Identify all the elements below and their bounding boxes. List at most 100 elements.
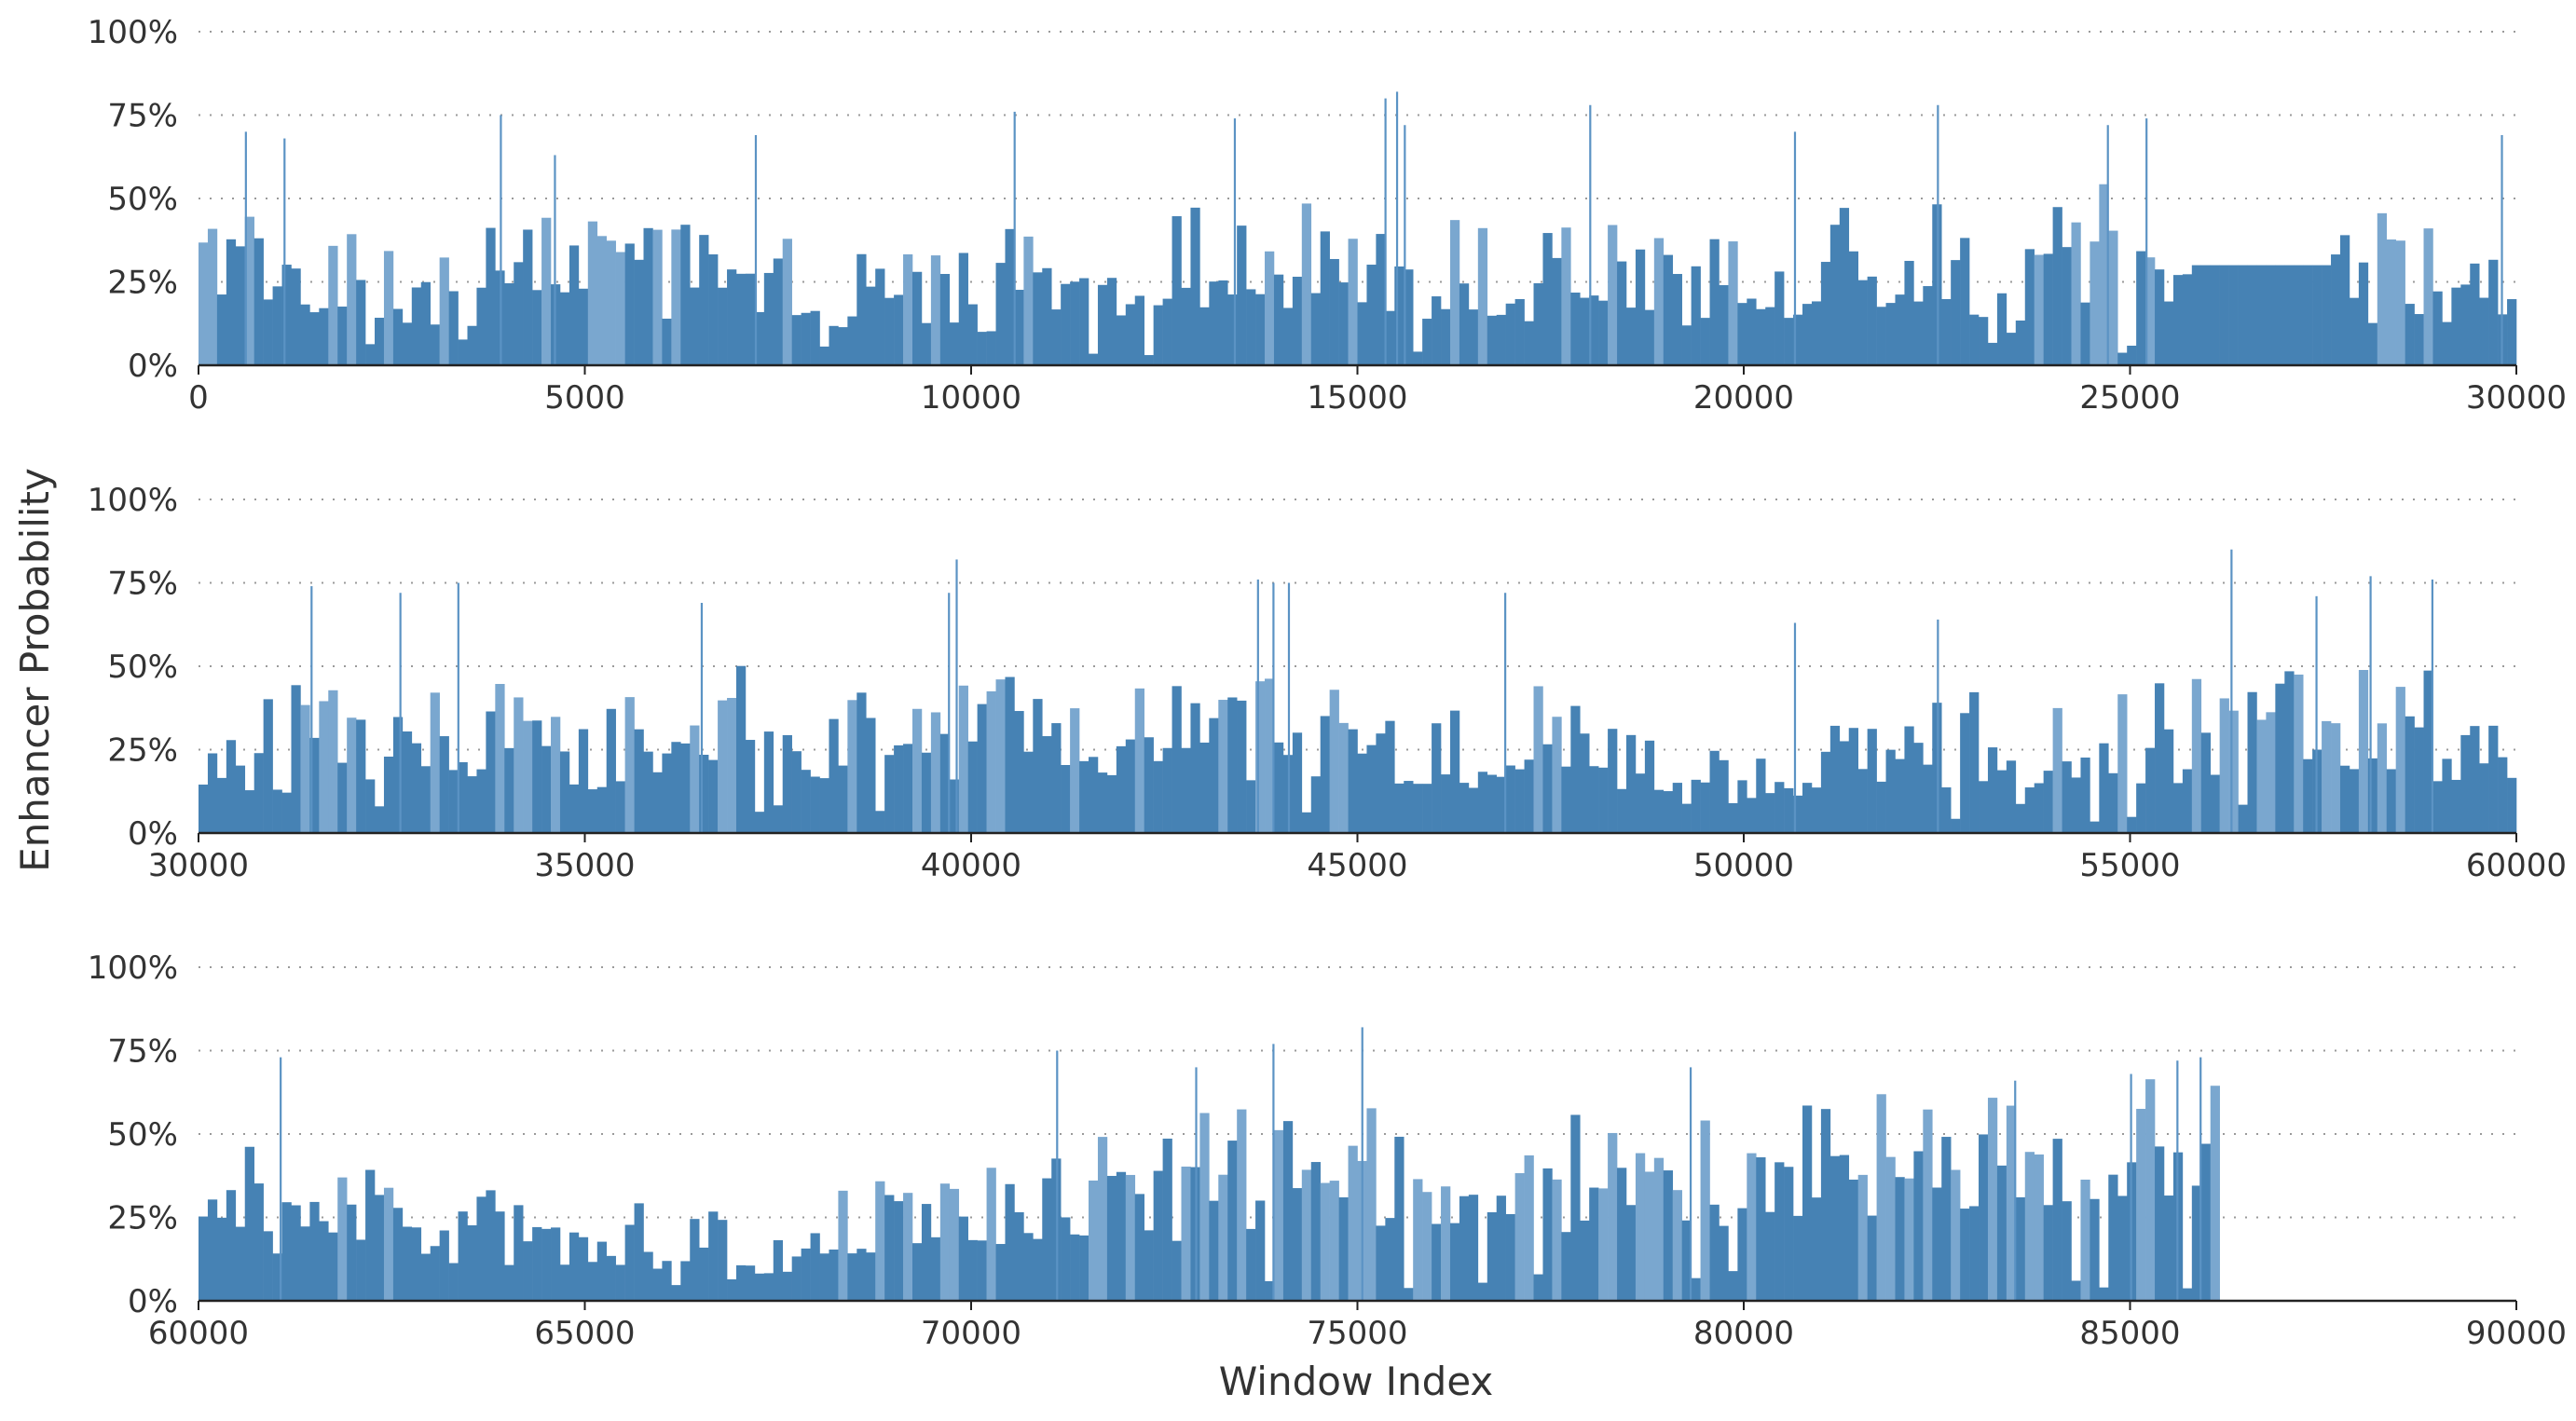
bar — [291, 268, 301, 365]
bar — [411, 1227, 422, 1301]
bar — [1051, 723, 1062, 833]
bar — [699, 235, 709, 365]
peak-bar — [244, 131, 247, 365]
peak-bar — [2369, 576, 2372, 833]
bar — [1969, 1206, 1980, 1301]
bar — [1292, 1188, 1303, 1301]
bar — [420, 1253, 431, 1301]
bar — [1227, 1141, 1238, 1301]
bar — [1644, 740, 1655, 833]
bar — [2423, 228, 2433, 365]
bar — [1487, 1211, 1498, 1301]
bar — [1496, 1196, 1506, 1301]
bar — [1570, 292, 1581, 365]
bar — [199, 785, 209, 833]
bar — [2071, 777, 2081, 833]
bar — [2395, 240, 2405, 365]
bar — [1376, 234, 1386, 365]
bar — [1663, 254, 1674, 365]
bar — [1653, 1157, 1665, 1301]
bar — [2145, 1079, 2156, 1301]
bar — [1292, 732, 1303, 833]
bar — [2145, 747, 2156, 833]
bar — [2460, 734, 2471, 833]
bar — [1477, 772, 1488, 833]
bar — [2460, 284, 2471, 365]
y-tick-label: 0% — [128, 348, 178, 385]
bar — [1348, 239, 1358, 365]
bar — [495, 684, 505, 833]
bar — [1839, 208, 1850, 365]
bar — [1422, 319, 1432, 365]
bar — [1227, 294, 1238, 365]
x-tick-label: 55000 — [2079, 847, 2180, 884]
bar — [810, 776, 820, 833]
bar — [1376, 1225, 1386, 1301]
bar — [884, 1195, 895, 1301]
bar — [1885, 1156, 1896, 1301]
bar — [1301, 812, 1312, 833]
bar — [569, 784, 580, 833]
bar — [1301, 1169, 1312, 1301]
bar — [2312, 265, 2323, 365]
bar — [1793, 795, 1803, 833]
bar — [1885, 749, 1896, 833]
bar — [615, 1264, 625, 1301]
bar — [1033, 699, 1043, 833]
bar — [2488, 725, 2499, 833]
bar — [1514, 298, 1525, 365]
peak-bar — [2176, 1060, 2179, 1301]
bar — [2358, 670, 2369, 833]
x-tick-label: 80000 — [1693, 1315, 1794, 1352]
bar — [634, 1203, 644, 1301]
bar — [1218, 280, 1228, 365]
bar — [1951, 260, 1961, 365]
x-tick-label: 45000 — [1307, 847, 1407, 884]
bar — [1895, 294, 1905, 365]
bar — [2294, 265, 2304, 365]
bar — [1496, 314, 1506, 365]
bar — [495, 1211, 505, 1301]
bar — [2200, 732, 2212, 833]
bar — [2423, 670, 2433, 833]
bar — [1681, 803, 1692, 833]
bar — [1061, 1217, 1071, 1301]
bar — [1089, 353, 1099, 365]
bar — [291, 1205, 301, 1301]
bar — [958, 253, 968, 365]
bar — [1042, 1178, 1052, 1301]
bar — [476, 287, 486, 365]
bar — [1811, 787, 1822, 833]
bar — [690, 725, 700, 833]
bar — [2052, 207, 2062, 365]
bar — [2163, 729, 2174, 833]
bar — [1913, 1151, 1924, 1301]
bar — [1449, 1223, 1460, 1301]
bar — [253, 238, 264, 365]
bar — [2136, 783, 2146, 833]
bar — [1134, 1194, 1144, 1301]
bar — [2006, 1105, 2017, 1301]
bar — [2367, 758, 2378, 833]
bar — [476, 1196, 486, 1301]
bar — [2414, 314, 2424, 365]
bar — [2432, 781, 2443, 833]
bar — [1292, 276, 1303, 365]
x-tick-label: 90000 — [2466, 1315, 2567, 1352]
bar — [216, 1217, 227, 1301]
bar — [2136, 251, 2146, 365]
bar — [263, 1231, 273, 1301]
bar — [2024, 1152, 2035, 1301]
bar — [1181, 747, 1191, 833]
bar — [1867, 276, 1877, 365]
bar — [624, 697, 635, 833]
bar — [1960, 238, 1970, 365]
bar — [967, 304, 978, 365]
bar — [1552, 717, 1562, 833]
bar — [1329, 258, 1339, 365]
peak-bar — [2145, 118, 2148, 365]
bar — [1839, 1155, 1850, 1301]
bar — [2099, 743, 2109, 833]
bar — [782, 239, 792, 365]
bar — [1570, 1114, 1581, 1301]
